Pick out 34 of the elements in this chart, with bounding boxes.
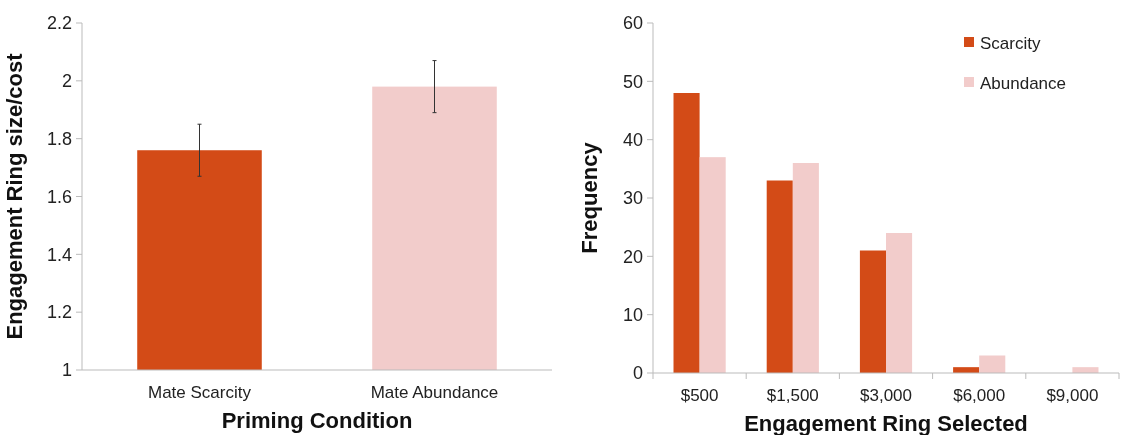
y-tick-label: 1 <box>61 360 72 381</box>
y-axis-title: Engagement Ring size/cost <box>2 52 27 340</box>
x-axis-title: Priming Condition <box>221 408 413 433</box>
bar <box>766 180 793 373</box>
x-tick-label: $9,000 <box>1046 386 1099 405</box>
y-axis-title: Frequency <box>577 141 602 254</box>
y-tick-label: 1.4 <box>46 244 72 265</box>
bar <box>792 163 819 373</box>
y-tick-label: 20 <box>622 246 643 267</box>
x-tick-label: $3,000 <box>860 386 912 405</box>
x-tick-label: $500 <box>680 386 719 405</box>
y-tick-label: 1.2 <box>46 302 72 323</box>
legend-label: Abundance <box>980 73 1067 93</box>
y-tick-label: 30 <box>622 188 643 209</box>
legend-label: Scarcity <box>980 33 1041 53</box>
y-tick-label: 1.8 <box>46 128 72 149</box>
x-tick-label: Mate Scarcity <box>148 383 252 402</box>
y-tick-label: 50 <box>622 71 643 92</box>
x-axis-title: Engagement Ring Selected <box>744 411 1028 435</box>
bar <box>699 157 726 373</box>
x-tick-label: $1,500 <box>766 386 819 405</box>
y-tick-label: 1.6 <box>46 186 72 207</box>
y-tick-label: 2.2 <box>46 13 72 34</box>
bar <box>859 250 886 373</box>
y-tick-label: 10 <box>622 304 643 325</box>
y-tick-label: 60 <box>622 13 643 34</box>
y-tick-label: 2 <box>61 71 72 92</box>
bar <box>673 93 700 373</box>
y-tick-label: 0 <box>632 363 643 384</box>
bar <box>979 355 1006 373</box>
bar <box>886 233 913 373</box>
x-tick-label: Mate Abundance <box>370 383 499 402</box>
y-tick-label: 40 <box>622 129 643 150</box>
x-tick-label: $6,000 <box>953 386 1006 405</box>
